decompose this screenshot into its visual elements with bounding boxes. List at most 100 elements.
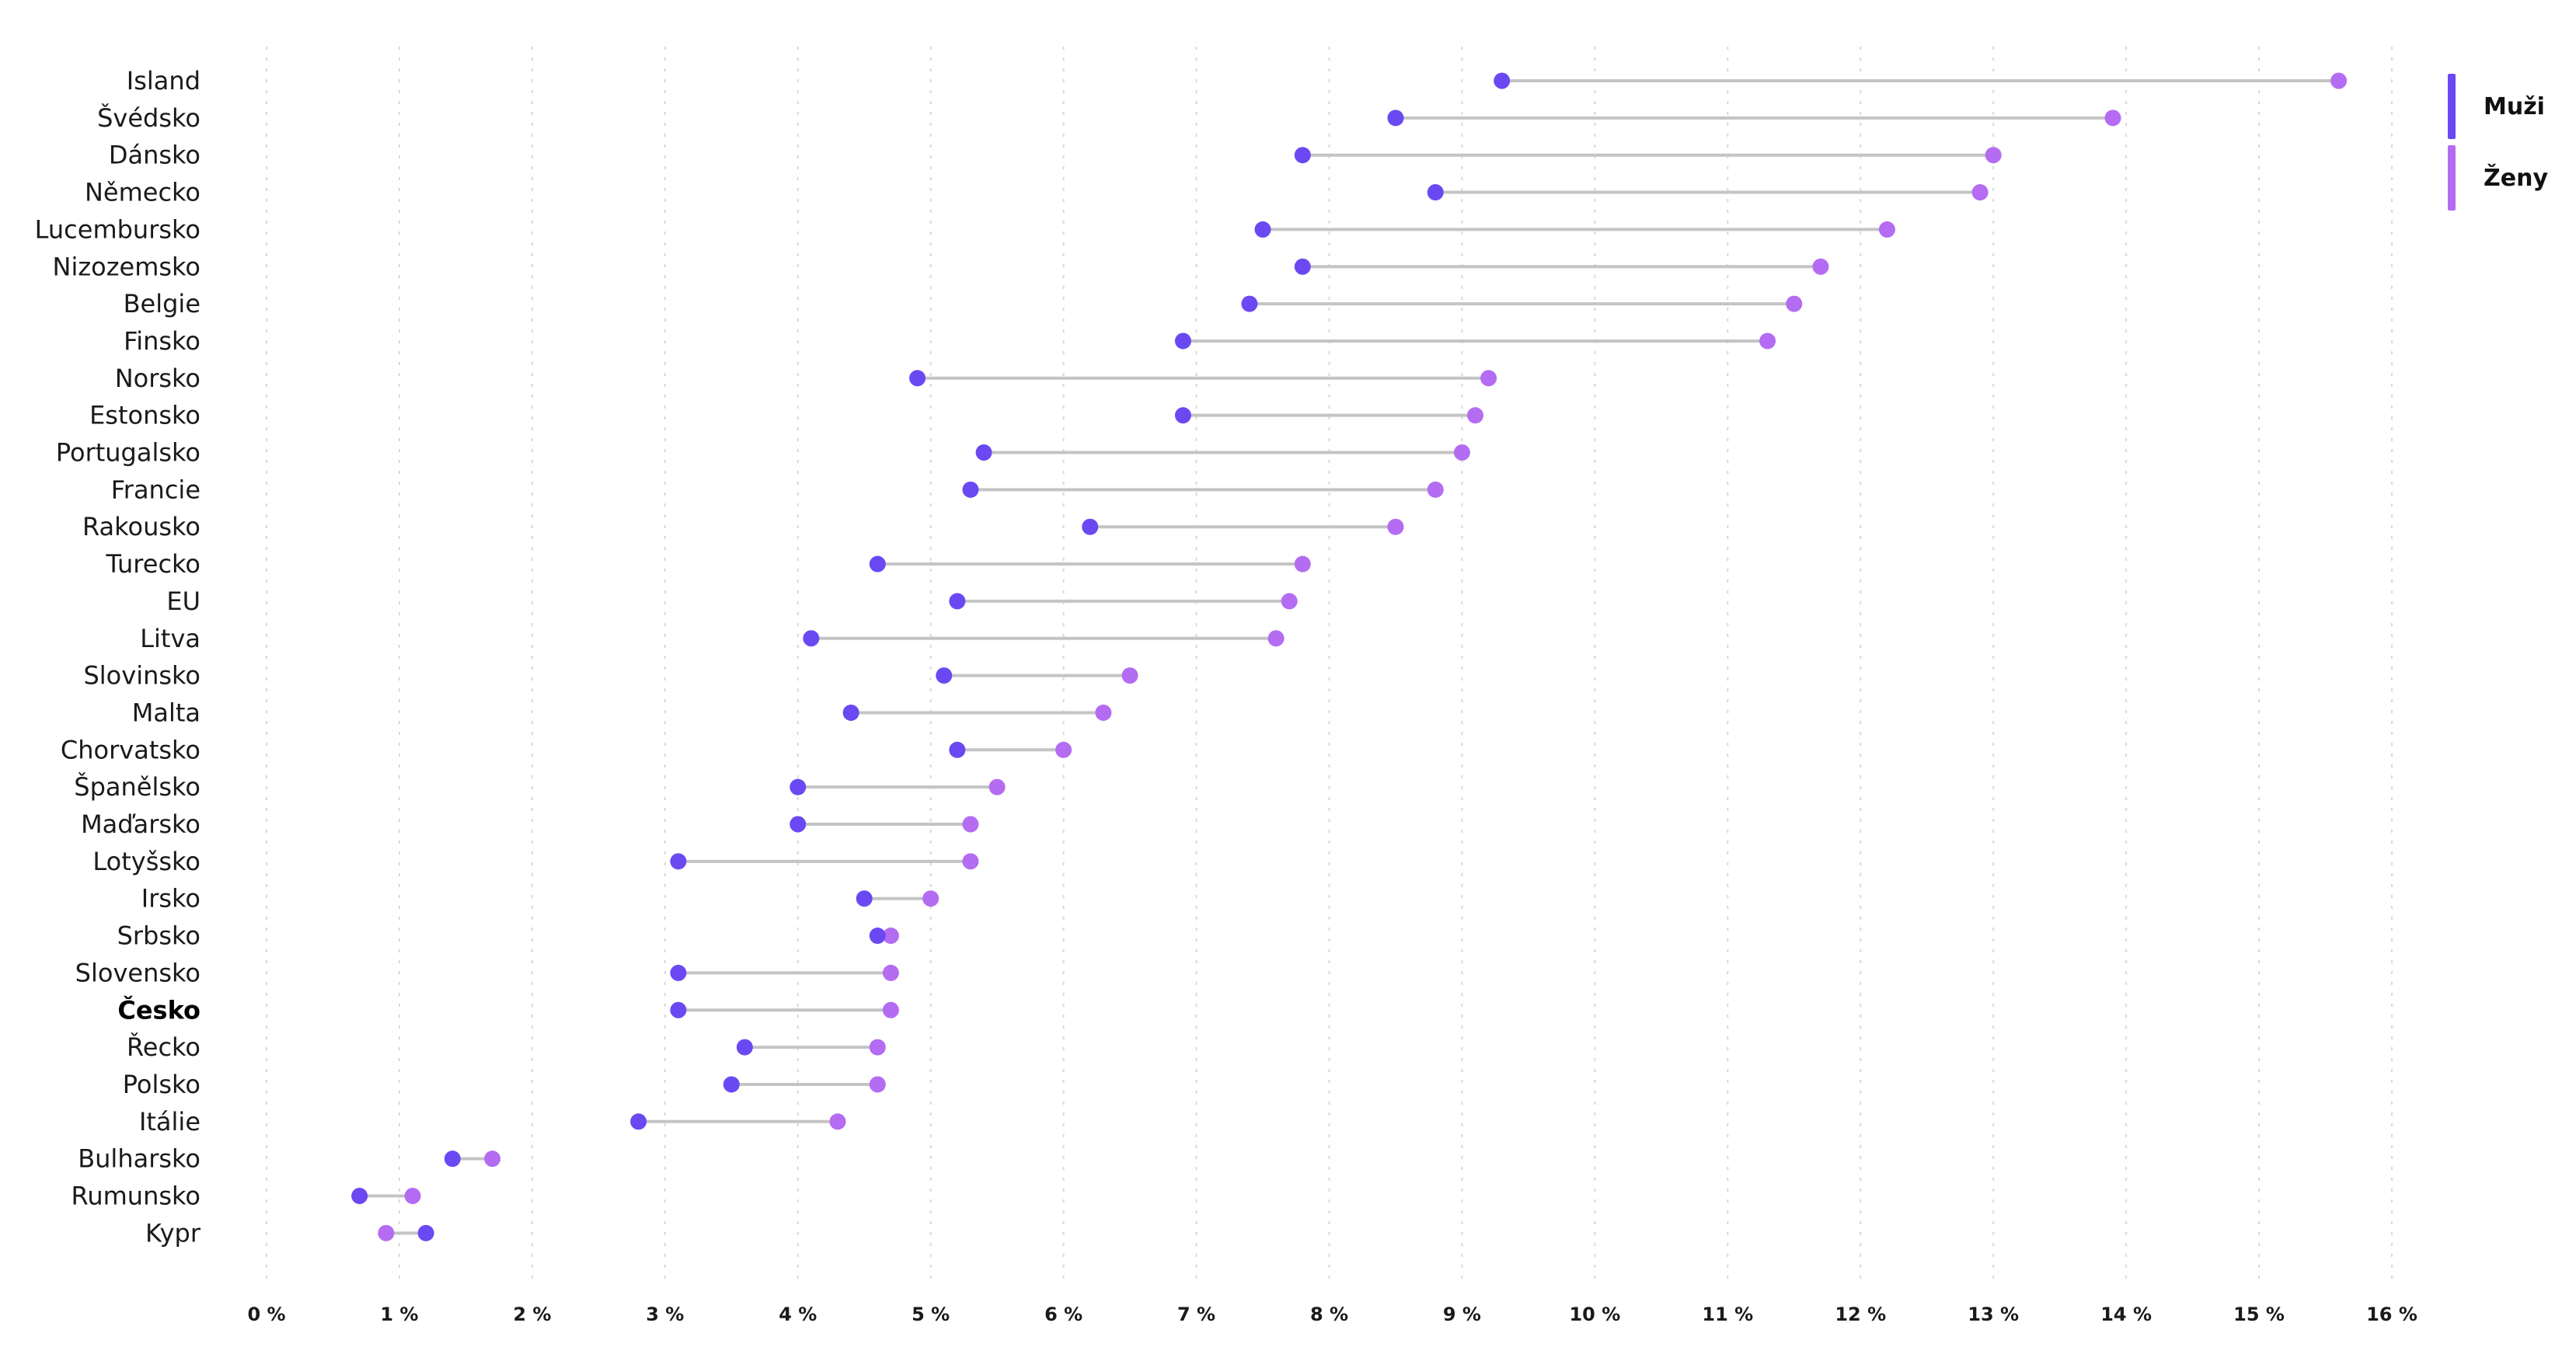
category-label: Česko [117,994,200,1025]
category-label: Slovensko [75,958,200,987]
category-label: Bulharsko [78,1144,200,1174]
point-zeny[interactable] [1121,667,1138,684]
point-muzi[interactable] [1174,407,1191,424]
x-tick-label: 0 % [247,1304,285,1325]
category-label: Lucembursko [35,214,200,244]
category-label: Portugalsko [56,438,200,468]
point-muzi[interactable] [670,853,687,870]
point-zeny[interactable] [1971,184,1989,201]
point-zeny[interactable] [962,853,979,870]
point-muzi[interactable] [803,630,820,647]
x-tick-label: 5 % [912,1304,950,1325]
point-muzi[interactable] [1254,221,1271,238]
point-muzi[interactable] [417,1224,434,1241]
category-label: Polsko [123,1070,200,1099]
legend-swatch-muzi [2448,74,2456,139]
point-zeny[interactable] [484,1150,501,1168]
category-label: Island [127,66,200,96]
point-muzi[interactable] [949,593,966,610]
x-tick-label: 14 % [2100,1304,2152,1325]
category-label: Belgie [124,289,200,318]
point-zeny[interactable] [1095,704,1112,721]
point-muzi[interactable] [670,964,687,981]
point-zeny[interactable] [1281,593,1298,610]
point-muzi[interactable] [1294,147,1311,164]
point-zeny[interactable] [1055,741,1072,758]
point-muzi[interactable] [975,444,992,461]
point-muzi[interactable] [630,1113,647,1130]
x-tick-label: 6 % [1044,1304,1082,1325]
point-muzi[interactable] [1174,332,1191,350]
point-muzi[interactable] [856,890,873,907]
point-zeny[interactable] [1878,221,1895,238]
point-muzi[interactable] [949,741,966,758]
point-muzi[interactable] [1082,518,1099,535]
point-zeny[interactable] [1453,444,1470,461]
point-muzi[interactable] [1241,295,1258,312]
category-label: Srbsko [117,921,200,951]
category-labels: Island Švédsko Dánsko Německo Lucembursko Niz… [35,66,201,1248]
x-tick-label: 1 % [380,1304,418,1325]
point-zeny[interactable] [922,890,939,907]
point-zeny[interactable] [988,778,1006,795]
point-zeny[interactable] [1786,295,1803,312]
x-tick-label: 3 % [646,1304,684,1325]
point-zeny[interactable] [1759,332,1776,350]
category-label: Chorvatsko [61,735,200,764]
x-tick-label: 2 % [513,1304,551,1325]
point-zeny[interactable] [1812,258,1829,275]
point-muzi[interactable] [736,1039,753,1056]
point-zeny[interactable] [882,964,899,981]
point-muzi[interactable] [790,816,807,833]
point-zeny[interactable] [882,1001,899,1018]
point-zeny[interactable] [1427,481,1444,498]
point-zeny[interactable] [882,928,899,945]
point-muzi[interactable] [869,928,886,945]
point-muzi[interactable] [1427,184,1444,201]
category-label: Francie [111,475,200,504]
point-zeny[interactable] [829,1113,846,1130]
legend-swatch-zeny [2448,145,2456,211]
point-muzi[interactable] [670,1001,687,1018]
point-zeny[interactable] [869,1076,886,1093]
category-label: Turecko [105,549,200,579]
legend-item-muzi[interactable]: Muži [2448,74,2548,139]
legend-item-zeny[interactable]: Ženy [2448,145,2548,211]
point-zeny[interactable] [1294,555,1311,573]
point-zeny[interactable] [2104,110,2121,127]
category-label: Španělsko [74,771,200,802]
category-label: Malta [132,698,200,727]
point-zeny[interactable] [1267,630,1285,647]
point-zeny[interactable] [1387,518,1404,535]
x-tick-label: 16 % [2366,1304,2417,1325]
category-label: Rumunsko [71,1182,200,1211]
point-muzi[interactable] [351,1188,368,1204]
category-label: Kypr [145,1218,201,1248]
grid-lines [266,47,2393,1280]
category-label: Norsko [115,364,200,393]
point-muzi[interactable] [790,778,807,795]
category-label: Švédsko [97,103,200,133]
point-muzi[interactable] [962,481,979,498]
category-label: Rakousko [82,512,200,541]
point-muzi[interactable] [909,370,926,387]
point-muzi[interactable] [1294,258,1311,275]
category-label: Dánsko [109,141,200,170]
point-muzi[interactable] [723,1076,740,1093]
point-zeny[interactable] [2330,72,2348,89]
category-label: Řecko [127,1032,200,1062]
point-zeny[interactable] [1985,147,2002,164]
point-zeny[interactable] [404,1188,421,1204]
point-muzi[interactable] [1387,110,1404,127]
point-muzi[interactable] [444,1150,461,1168]
point-zeny[interactable] [378,1224,395,1241]
point-muzi[interactable] [936,667,953,684]
point-muzi[interactable] [842,704,859,721]
point-zeny[interactable] [962,816,979,833]
point-muzi[interactable] [869,555,886,573]
point-muzi[interactable] [1494,72,1511,89]
point-zeny[interactable] [869,1039,886,1056]
point-zeny[interactable] [1480,370,1497,387]
point-zeny[interactable] [1467,407,1484,424]
